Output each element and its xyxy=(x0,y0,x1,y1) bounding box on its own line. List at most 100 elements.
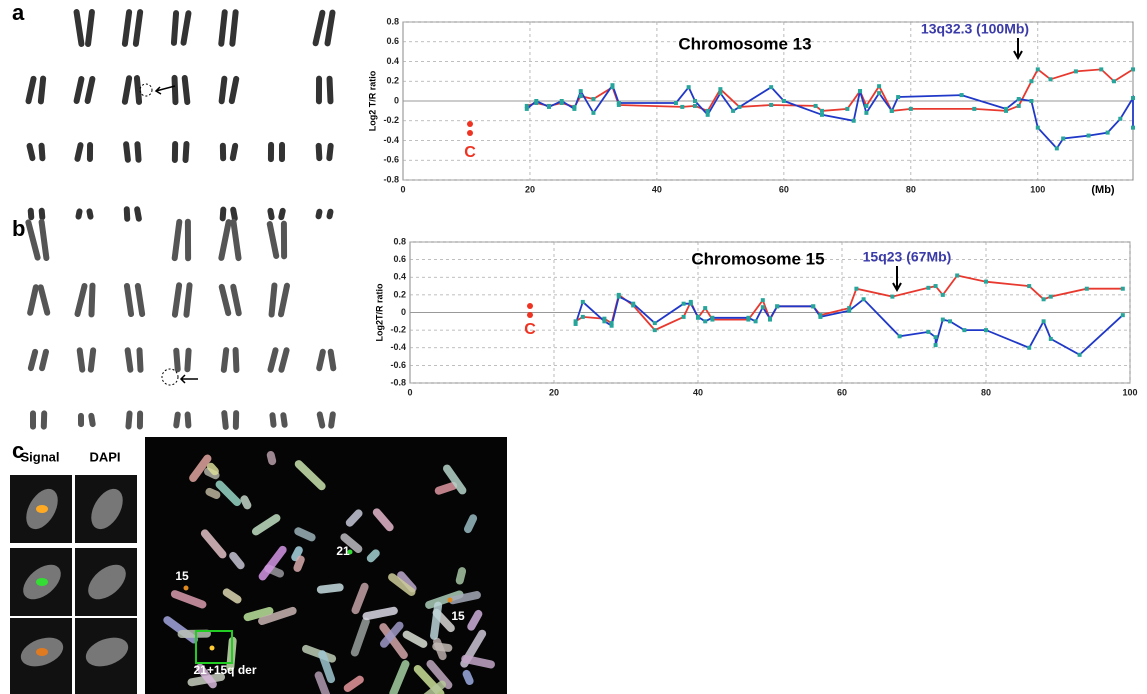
side-label: C xyxy=(464,144,476,161)
data-point xyxy=(1016,97,1021,102)
data-point xyxy=(1048,294,1053,299)
chromosome xyxy=(183,282,193,318)
data-point xyxy=(578,94,583,99)
chromosome xyxy=(461,654,495,669)
data-point xyxy=(1035,67,1040,72)
data-point xyxy=(775,304,780,309)
data-point xyxy=(1131,96,1135,101)
chromosome xyxy=(77,412,85,428)
data-point xyxy=(573,321,578,326)
data-point xyxy=(693,99,697,103)
data-point xyxy=(718,87,723,92)
data-point xyxy=(1004,106,1009,111)
data-point xyxy=(1054,146,1059,151)
annotation: 13q32.3 (100Mb) xyxy=(921,21,1029,37)
chromosome xyxy=(402,630,428,648)
chromosome xyxy=(324,9,336,47)
chromosome xyxy=(205,487,221,499)
chromosome xyxy=(351,582,369,615)
inset-signal xyxy=(36,578,48,586)
x-tick-label: 80 xyxy=(906,184,916,194)
data-point xyxy=(854,286,859,291)
side-label: C xyxy=(524,321,536,338)
data-point xyxy=(1099,67,1104,72)
chromosome xyxy=(379,623,408,660)
y-tick-label: 0.4 xyxy=(386,56,399,66)
data-point xyxy=(580,314,585,319)
chromosome xyxy=(426,659,453,690)
chromosome xyxy=(432,642,453,652)
data-point xyxy=(631,301,636,306)
chromosome xyxy=(182,141,190,163)
data-point xyxy=(897,334,902,339)
data-point xyxy=(984,279,988,284)
data-point xyxy=(534,99,539,103)
y-tick-label: 0.2 xyxy=(386,76,399,86)
chromosome xyxy=(293,555,305,572)
chromosome xyxy=(280,220,288,260)
chromosome xyxy=(38,142,46,162)
chromosome xyxy=(184,347,192,373)
data-point xyxy=(559,99,564,103)
data-point xyxy=(580,299,585,304)
data-point xyxy=(753,319,758,324)
panel-label: a xyxy=(12,0,25,25)
data-point xyxy=(861,297,866,302)
data-point xyxy=(890,294,895,299)
chromosome xyxy=(85,8,95,48)
chromosome xyxy=(26,142,36,162)
chromosome xyxy=(37,284,51,316)
chromosome xyxy=(232,347,240,373)
chromosome xyxy=(326,142,334,162)
chart-title: Chromosome 15 xyxy=(691,249,824,268)
data-point xyxy=(610,83,615,88)
chromosome xyxy=(189,454,212,482)
x-tick-label: 60 xyxy=(779,184,789,194)
y-tick-label: -0.8 xyxy=(383,174,399,184)
data-point xyxy=(616,294,621,299)
chromosome xyxy=(340,533,363,553)
chromosome xyxy=(372,508,394,532)
panel-label: b xyxy=(12,216,25,241)
chromosome xyxy=(448,591,481,605)
fish-signal xyxy=(447,597,453,603)
chromosome xyxy=(123,141,131,163)
inset-chromosome xyxy=(85,637,129,667)
data-point xyxy=(524,106,529,111)
chromosome xyxy=(230,218,242,262)
y-tick-label: 0.6 xyxy=(393,254,406,264)
marker-circle xyxy=(161,368,179,386)
data-point xyxy=(896,95,901,100)
chromosome xyxy=(29,410,37,430)
chromosome-label: 15 xyxy=(175,569,189,583)
chromosome xyxy=(362,606,398,621)
chromosome xyxy=(74,142,84,162)
chromosome xyxy=(76,347,86,373)
chromosome xyxy=(229,9,239,47)
y-tick-label: -0.4 xyxy=(383,135,399,145)
chromosome xyxy=(134,141,142,163)
chromosome xyxy=(221,410,229,430)
annotation: 15q23 (67Mb) xyxy=(863,249,952,265)
chromosome xyxy=(218,75,228,105)
data-point xyxy=(547,104,551,109)
inset-header: DAPI xyxy=(89,449,120,464)
chromosome xyxy=(278,282,290,318)
chromosome xyxy=(229,142,239,162)
data-point xyxy=(926,329,931,334)
data-point xyxy=(819,112,824,117)
chromosome xyxy=(291,546,303,562)
data-point xyxy=(681,301,686,306)
data-point xyxy=(1027,284,1032,289)
chromosome xyxy=(278,347,290,373)
chromosome xyxy=(240,495,252,510)
chromosome xyxy=(196,663,217,689)
chromosome xyxy=(462,669,474,685)
chromosome xyxy=(200,529,227,559)
data-point xyxy=(877,84,882,89)
data-point xyxy=(652,328,657,333)
data-line xyxy=(574,295,1124,356)
data-point xyxy=(948,319,952,324)
chromosome xyxy=(86,141,94,163)
chromosome xyxy=(328,411,336,429)
